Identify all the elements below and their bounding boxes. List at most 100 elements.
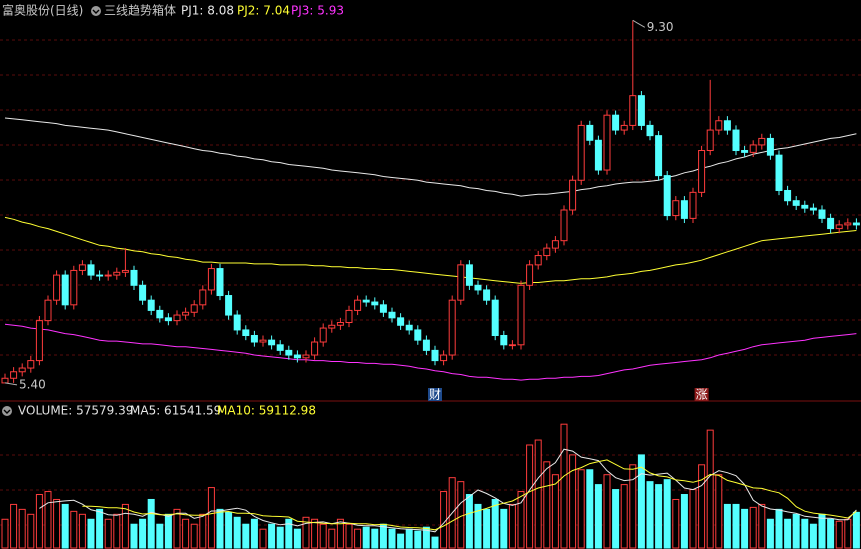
candle-body — [517, 284, 525, 346]
candle-body — [465, 264, 473, 286]
volume-bar — [104, 518, 112, 549]
volume-bar — [182, 518, 190, 549]
volume-bar — [457, 481, 465, 549]
volume-bar — [139, 518, 147, 549]
candle-body — [758, 137, 766, 146]
volume-bar — [835, 520, 843, 549]
candle-body — [491, 299, 499, 337]
volume-icon — [2, 406, 12, 416]
candle-body — [586, 124, 594, 141]
candle-body — [672, 200, 680, 217]
volume-bar — [698, 464, 706, 549]
candle-body — [225, 295, 233, 316]
volume-bar — [405, 528, 413, 549]
volume-bar — [35, 494, 43, 549]
extreme-leader — [4, 382, 18, 386]
volume-bar — [250, 518, 258, 549]
candle-body — [87, 264, 95, 276]
volume-bar — [612, 489, 620, 549]
candle-body — [629, 95, 637, 126]
indicator-name: 三线趋势箱体 — [104, 3, 176, 18]
candle-body — [448, 299, 456, 356]
candle-body — [792, 200, 800, 206]
candle-body — [371, 301, 379, 306]
volume-bar — [637, 454, 645, 549]
candle-body — [44, 299, 52, 322]
volume-bar — [173, 508, 181, 549]
volume-bar — [646, 481, 654, 549]
candle-body — [500, 335, 508, 346]
volume-bar — [526, 444, 534, 549]
candle-body — [646, 124, 654, 137]
legend-label: PJ3: 5.93 — [291, 4, 344, 18]
candle-body — [422, 339, 430, 351]
volume-bar — [792, 513, 800, 549]
candle-body — [1, 377, 9, 384]
candle-body — [233, 314, 241, 331]
volume-bar — [44, 491, 52, 549]
volume-bar — [534, 439, 542, 549]
candle-body — [818, 209, 826, 219]
candle-body — [569, 179, 577, 211]
volume-bar — [723, 503, 731, 549]
candle-body — [577, 124, 585, 181]
candle-body — [78, 264, 86, 271]
candle-body — [354, 299, 362, 311]
volume-bar — [818, 513, 826, 549]
legend-label: MA5: 61541.59 — [130, 404, 221, 418]
candle-body — [801, 204, 809, 209]
candle-body — [508, 344, 516, 347]
volume-bar — [233, 516, 241, 549]
volume-bar — [53, 498, 61, 549]
legend-label: PJ2: 7.04 — [237, 4, 290, 18]
volume-bar — [680, 494, 688, 549]
volume-bar — [732, 503, 740, 549]
candle-body — [10, 371, 18, 379]
volume-bar — [629, 464, 637, 549]
volume-bar — [551, 474, 559, 549]
volume-bar — [302, 516, 310, 549]
volume-bar — [663, 479, 671, 549]
volume-bar — [775, 508, 783, 549]
event-marker: 涨 — [696, 387, 708, 402]
candle-body — [139, 284, 147, 301]
candle-body — [680, 200, 688, 219]
candle-body — [766, 137, 774, 156]
volume-bar — [784, 518, 792, 549]
candle-body — [551, 240, 559, 249]
volume-bar — [758, 503, 766, 549]
volume-bar — [749, 506, 757, 549]
candle-body — [612, 114, 620, 131]
candle-body — [328, 324, 336, 329]
series-line — [4, 216, 857, 284]
candle-body — [70, 269, 78, 306]
candle-body — [655, 135, 663, 177]
candle-body — [844, 222, 852, 226]
candle-body — [784, 189, 792, 202]
candle-body — [827, 217, 835, 230]
candle-body — [242, 329, 250, 337]
legend-label: MA10: 59112.98 — [217, 404, 316, 418]
volume-bar — [61, 503, 69, 549]
volume-bar — [852, 511, 860, 549]
extreme-label: 5.40 — [19, 377, 46, 391]
volume-bar — [27, 513, 35, 549]
volume-bar — [500, 508, 508, 549]
volume-bar — [474, 503, 482, 549]
volume-bar — [78, 513, 86, 549]
volume-bar — [164, 513, 172, 549]
candle-body — [156, 309, 164, 319]
candle-body — [431, 349, 439, 362]
volume-bar — [319, 523, 327, 549]
candle-body — [732, 129, 740, 152]
volume-bar — [508, 503, 516, 549]
legend-label: VOLUME: 57579.39 — [18, 404, 133, 418]
candle-body — [27, 360, 35, 369]
candle-body — [293, 354, 301, 359]
candle-body — [216, 268, 224, 297]
candle-body — [182, 311, 190, 316]
candle-body — [723, 120, 731, 131]
volume-bar — [259, 528, 267, 549]
